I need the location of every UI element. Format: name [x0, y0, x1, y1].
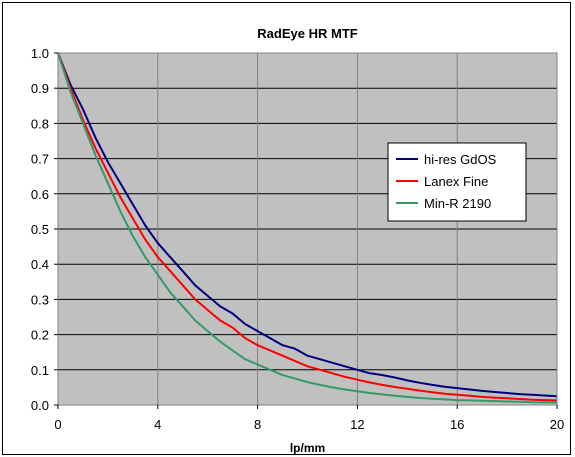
- y-tick-label: 0.9: [31, 81, 49, 96]
- chart-title: RadEye HR MTF: [257, 26, 357, 41]
- legend-label: hi-res GdOS: [424, 152, 497, 167]
- legend: hi-res GdOS Lanex Fine Min-R 2190: [387, 142, 527, 222]
- y-tick-label: 0.4: [31, 257, 49, 272]
- mtf-chart: RadEye HR MTF 0.00.10.20.30.40.50.60.70.…: [31, 26, 564, 455]
- x-tick-label: 4: [154, 417, 161, 432]
- y-tick-label: 0.2: [31, 328, 49, 343]
- y-tick-label: 0.0: [31, 398, 49, 413]
- y-tick-label: 1.0: [31, 46, 49, 61]
- y-tick-label: 0.7: [31, 152, 49, 167]
- y-tick-label: 0.8: [31, 116, 49, 131]
- x-tick-label: 20: [550, 417, 564, 432]
- y-tick-label: 0.3: [31, 292, 49, 307]
- series-line-hi-res-gdos: [57, 52, 558, 398]
- x-tick-label: 16: [450, 417, 464, 432]
- plot-area: 0.0 0.1 0.2 0.3 0.4 0.5 0.6 0.7 0.8 0.9 1.0 0 4 8 12 16…: [31, 46, 564, 432]
- y-tick-label: 0.1: [31, 363, 49, 378]
- y-tick-label: 0.6: [31, 187, 49, 202]
- legend-label: Lanex Fine: [424, 174, 488, 189]
- series-line-min-r-2190: [57, 52, 558, 404]
- x-tick-label: 0: [54, 417, 61, 432]
- legend-label: Min-R 2190: [424, 196, 491, 211]
- x-tick-label: 8: [254, 417, 261, 432]
- series-line-lanex-fine: [57, 52, 558, 402]
- x-tick-label: 12: [350, 417, 364, 432]
- x-axis-title: lp/mm: [290, 441, 325, 455]
- y-tick-label: 0.5: [31, 222, 49, 237]
